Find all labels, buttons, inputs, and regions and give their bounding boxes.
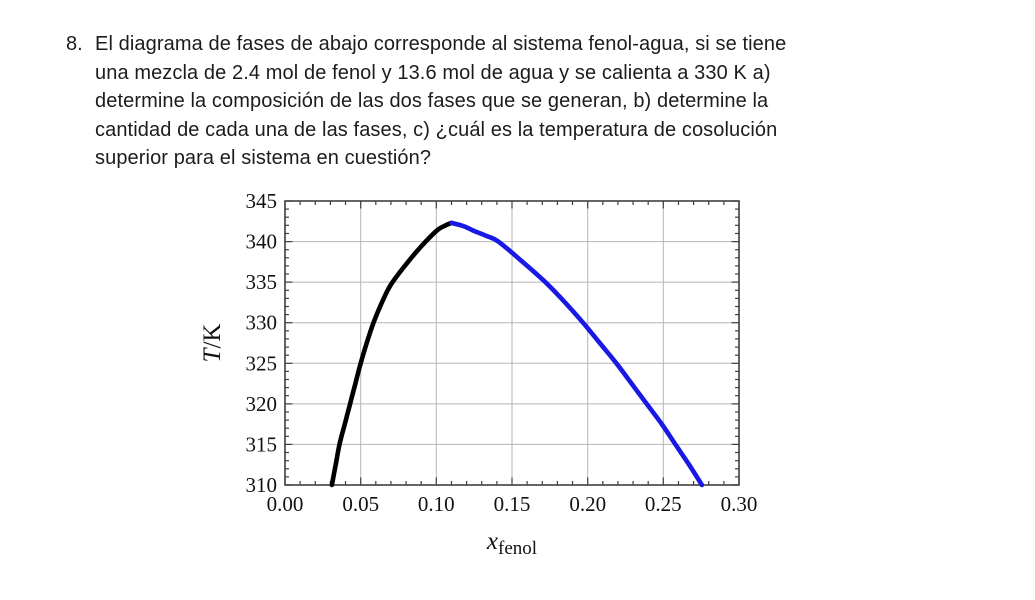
x-tick-label: 0.15: [494, 492, 531, 516]
x-axis-label: xfenol: [486, 528, 537, 559]
phase-diagram-chart: 310 315 320 325 330 335 340 345 0.00 0.05 0.10 0.15…: [199, 189, 758, 559]
x-tick-label: 0.30: [721, 492, 758, 516]
y-tick-label: 330: [246, 311, 278, 335]
problem-line-5: superior para el sistema en cuestión?: [95, 147, 432, 169]
problem-statement: El diagrama de fases de abajo correspond…: [95, 30, 940, 173]
y-tick-label: 320: [246, 392, 278, 416]
y-axis-label: T/K: [199, 324, 226, 363]
y-tick-label: 325: [246, 351, 278, 375]
y-tick-label: 310: [246, 473, 278, 497]
svg-text:T/K: T/K: [199, 324, 226, 363]
problem-line-4: cantidad de cada una de las fases, c) ¿c…: [95, 118, 778, 141]
x-tick-label: 0.20: [569, 492, 606, 516]
curve-right-branch: [449, 220, 705, 488]
x-tick-label: 0.00: [267, 492, 304, 516]
problem-line-3: determine la composición de las dos fase…: [95, 90, 769, 112]
x-tick-label: 0.25: [645, 492, 682, 516]
plot-frame: [284, 200, 740, 486]
y-tick-label: 335: [246, 270, 278, 294]
x-tick-label: 0.10: [418, 492, 455, 516]
y-tick-labels: 310 315 320 325 330 335 340 345: [246, 189, 278, 497]
x-tick-label: 0.05: [342, 492, 379, 516]
gridlines: [285, 201, 739, 485]
problem-line-1: El diagrama de fases de abajo correspond…: [95, 33, 787, 55]
y-tick-label: 315: [246, 432, 278, 456]
curve-left-branch: [329, 220, 454, 488]
x-tick-labels: 0.00 0.05 0.10 0.15 0.20 0.25 0.30: [267, 492, 758, 516]
y-tick-label: 340: [246, 230, 278, 254]
problem-number: 8.: [66, 33, 83, 55]
y-tick-label: 345: [246, 189, 278, 213]
problem-line-2: una mezcla de 2.4 mol de fenol y 13.6 mo…: [95, 61, 771, 84]
